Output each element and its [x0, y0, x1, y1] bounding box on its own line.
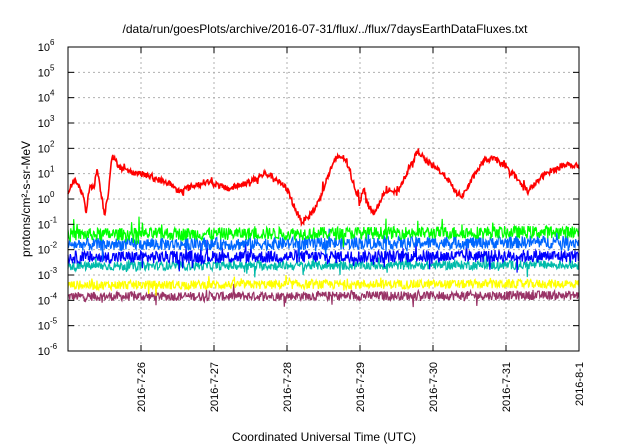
series-line-1 — [67, 216, 580, 248]
series-line-5 — [67, 274, 580, 296]
y-tick-label: 10 — [38, 245, 50, 257]
y-tick-exponent: -4 — [50, 291, 58, 300]
y-tick-label: 10 — [38, 118, 50, 130]
series-line-3 — [67, 238, 580, 273]
y-tick-exponent: -5 — [50, 317, 58, 326]
y-axis: 10 -610 -510 -410 -310 -210 -110 010 110 210 310 41… — [38, 38, 579, 358]
y-tick-exponent: 4 — [50, 89, 55, 98]
grid — [68, 47, 579, 351]
y-tick-label: 10 — [38, 67, 50, 79]
y-tick-label: 10 — [38, 270, 50, 282]
y-tick-exponent: 0 — [50, 190, 55, 199]
y-tick-label: 10 — [38, 42, 50, 54]
y-tick-exponent: 1 — [50, 165, 55, 174]
y-tick-label: 10 — [38, 219, 50, 231]
y-tick-exponent: 2 — [50, 139, 55, 148]
y-tick-label: 10 — [38, 169, 50, 181]
x-tick-label: 2016-7-29 — [355, 362, 367, 412]
y-tick-exponent: 5 — [50, 63, 55, 72]
x-tick-label: 2016-7-26 — [136, 362, 148, 412]
y-tick-exponent: -6 — [50, 342, 58, 351]
y-tick-label: 10 — [38, 93, 50, 105]
series-line-2 — [67, 228, 580, 262]
y-tick-exponent: 6 — [50, 38, 55, 47]
y-tick-exponent: -1 — [50, 215, 58, 224]
y-tick-label: 10 — [38, 346, 50, 358]
series-line-0 — [67, 148, 580, 228]
y-axis-label: protons/cm²-s-sr-MeV — [19, 141, 33, 257]
x-tick-label: 2016-7-30 — [428, 362, 440, 412]
x-tick-label: 2016-7-28 — [282, 362, 294, 412]
x-axis: 2016-7-26 2016-7-27 2016-7-28 2016-7-29 2016… — [136, 47, 586, 412]
x-axis-label: Coordinated Universal Time (UTC) — [232, 430, 416, 444]
y-tick-exponent: -3 — [50, 266, 58, 275]
series-layer — [67, 148, 580, 308]
y-tick-label: 10 — [38, 295, 50, 307]
series-line-4 — [67, 252, 580, 278]
y-tick-exponent: -2 — [50, 241, 58, 250]
y-tick-label: 10 — [38, 194, 50, 206]
y-tick-exponent: 3 — [50, 114, 55, 123]
chart-title: /data/run/goesPlots/archive/2016-07-31/f… — [123, 22, 529, 36]
y-tick-label: 10 — [38, 143, 50, 155]
x-tick-label: 2016-7-31 — [501, 362, 513, 412]
x-tick-label: 2016-7-27 — [209, 362, 221, 412]
y-tick-label: 10 — [38, 321, 50, 333]
x-tick-label: 2016-8-1 — [574, 362, 586, 406]
series-line-6 — [67, 283, 580, 308]
